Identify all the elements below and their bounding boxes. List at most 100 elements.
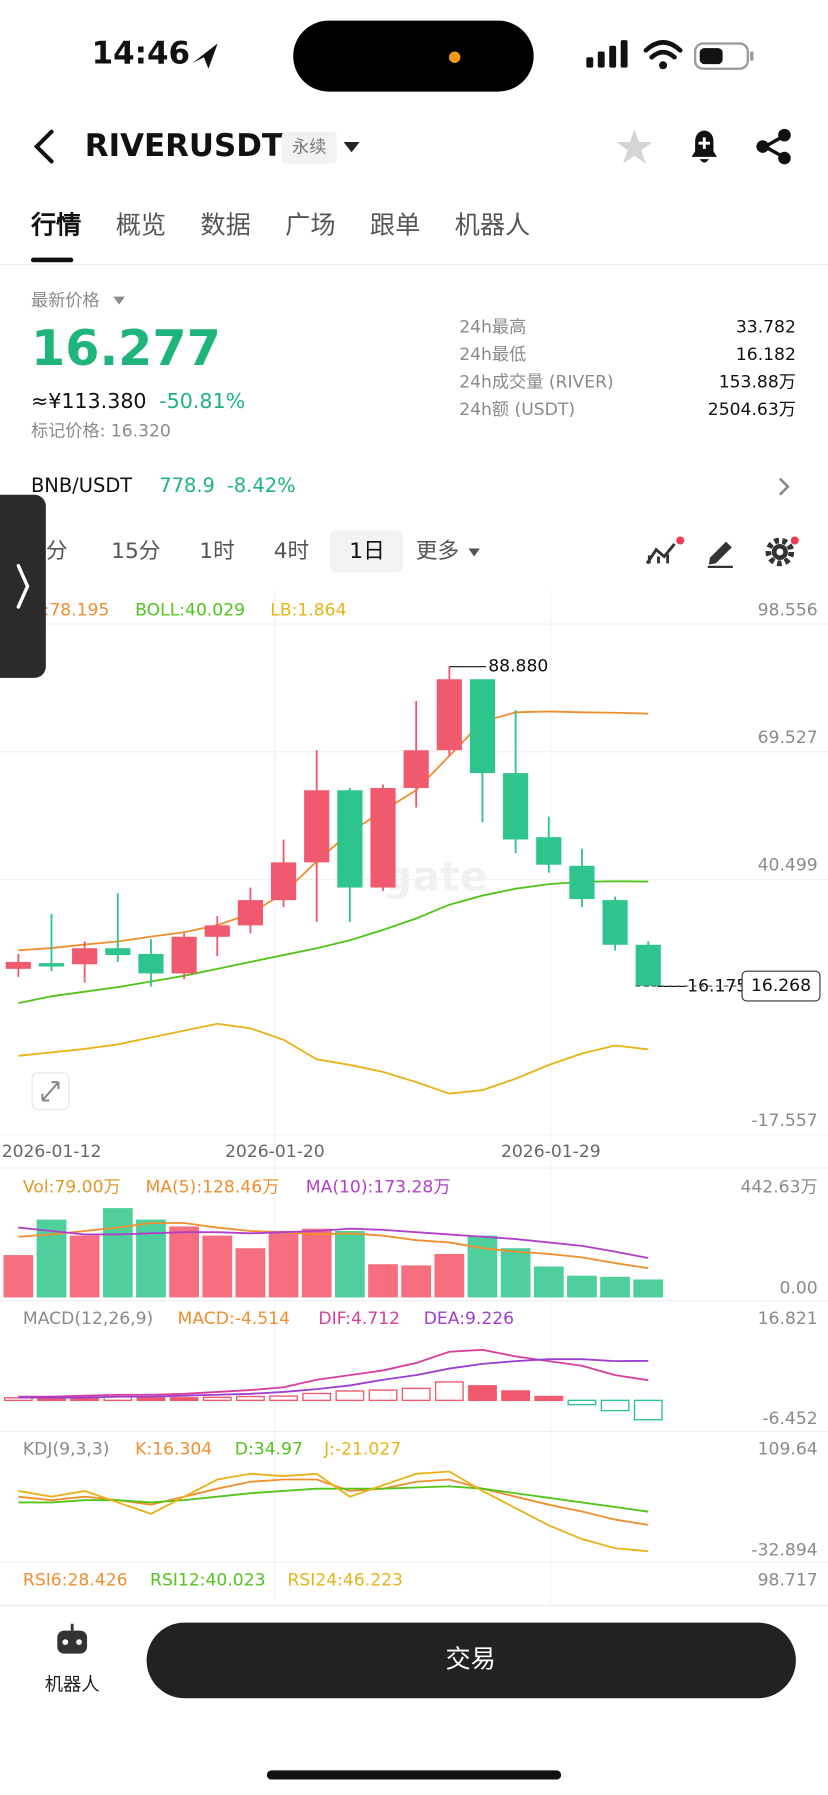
candle-body <box>270 862 297 901</box>
indicator-line <box>18 880 649 1005</box>
trade-button[interactable] <box>146 1622 796 1699</box>
contract-badge: 永续 <box>292 138 326 158</box>
volume-bar <box>633 1279 664 1298</box>
stat-value: 153.88万 <box>719 372 796 392</box>
candle-body <box>5 961 31 969</box>
interval[interactable]: 15分 <box>111 539 160 564</box>
battery-tip <box>750 51 754 61</box>
candle-body <box>138 953 164 974</box>
tab[interactable]: 行情 <box>30 211 81 240</box>
macd-bar <box>136 1397 166 1402</box>
robot-icon[interactable] <box>57 1623 88 1654</box>
candle-body <box>105 948 131 956</box>
candle-body <box>536 837 562 865</box>
volume-bar <box>268 1231 299 1298</box>
candle-body <box>635 944 661 987</box>
indicator-line <box>18 1470 649 1553</box>
tab[interactable]: 机器人 <box>455 211 531 240</box>
favorite-button[interactable] <box>616 129 653 164</box>
tab[interactable]: 跟单 <box>370 211 420 240</box>
side-drawer-chevron <box>16 563 30 609</box>
macd-bar <box>235 1395 265 1402</box>
side-drawer-tab[interactable] <box>0 494 46 678</box>
tab[interactable]: 广场 <box>285 211 335 240</box>
candle-body <box>602 900 628 945</box>
high-label: 88.880 <box>488 657 548 677</box>
interval[interactable]: 分 <box>46 539 68 564</box>
volume-bar <box>500 1248 531 1298</box>
volume-bar <box>334 1231 365 1298</box>
indicator-dot <box>448 51 461 63</box>
trade-button-label[interactable]: 交易 <box>445 1644 495 1673</box>
related-change: -8.42% <box>227 474 296 497</box>
interval[interactable]: 更多 <box>416 539 459 564</box>
dynamic-island <box>293 20 534 92</box>
symbol-dropdown[interactable] <box>343 141 360 153</box>
indicator-label: DIF:4.712 <box>318 1309 400 1329</box>
robot-label[interactable]: 机器人 <box>45 1675 100 1696</box>
stat-value: 33.782 <box>736 318 796 338</box>
draw-button[interactable] <box>707 541 733 568</box>
stat-label: 24h最高 <box>459 318 526 338</box>
volume-bar <box>600 1276 630 1298</box>
volume-bar <box>169 1226 200 1298</box>
price-change: -50.81% <box>159 389 245 413</box>
indicator-label: MA(10):173.28万 <box>306 1178 451 1198</box>
signal-icon <box>586 40 628 68</box>
tab[interactable]: 数据 <box>200 211 250 240</box>
volume-bar <box>368 1264 398 1298</box>
last-price: 16.277 <box>31 319 221 377</box>
tab[interactable]: 概览 <box>116 211 166 240</box>
y-tick-label: 0.00 <box>779 1278 817 1298</box>
indicator-line <box>18 1022 649 1095</box>
indicator-line <box>18 1485 649 1513</box>
back-button[interactable] <box>33 129 54 164</box>
watermark: gate <box>383 852 488 900</box>
volume-bar <box>567 1275 597 1298</box>
interval-selected-bg <box>329 530 404 573</box>
interval[interactable]: 4时 <box>274 539 310 564</box>
indicator-label: RSI24:46.223 <box>287 1570 403 1590</box>
indicator-label: BOLL:40.029 <box>135 600 245 620</box>
related-chevron[interactable] <box>778 477 790 496</box>
interval-dropdown[interactable] <box>468 548 480 557</box>
volume-bar <box>533 1266 564 1298</box>
price-dropdown[interactable] <box>113 296 125 305</box>
volume-bar <box>102 1208 133 1298</box>
y-tick-label: 98.717 <box>758 1570 818 1590</box>
indicator-button[interactable] <box>645 536 685 565</box>
stat-label: 24h额 (USDT) <box>459 400 575 420</box>
share-button[interactable] <box>756 128 791 165</box>
stat-label: 24h最低 <box>459 345 526 365</box>
related-pair[interactable]: BNB/USDT <box>31 474 132 497</box>
stat-value: 2504.63万 <box>708 400 796 420</box>
expand-button[interactable] <box>31 1072 70 1111</box>
x-tick-label: 2026-01-20 <box>225 1142 325 1162</box>
interval[interactable]: 1日 <box>349 539 385 564</box>
indicator-label: Vol:79.00万 <box>23 1178 121 1198</box>
macd-bar <box>600 1399 630 1412</box>
indicator-label: MA(5):128.46万 <box>145 1178 279 1198</box>
indicator-label: K:16.304 <box>135 1440 212 1460</box>
y-tick-label: -32.894 <box>751 1541 817 1561</box>
y-tick-label: 98.556 <box>758 600 818 620</box>
cny-price: ≈¥113.380 <box>31 389 147 413</box>
y-tick-label: 109.64 <box>758 1440 818 1460</box>
battery-level <box>699 48 723 65</box>
macd-bar <box>534 1395 564 1402</box>
y-tick-label: 16.821 <box>758 1309 818 1329</box>
indicator-label: RSI6:28.426 <box>23 1570 128 1590</box>
y-tick-label: 40.499 <box>758 856 818 876</box>
indicator-line <box>18 1222 649 1270</box>
candle-body <box>370 787 396 888</box>
indicator-label: :78.195 <box>44 600 110 620</box>
volume-bar <box>3 1255 34 1298</box>
interval[interactable]: 1时 <box>199 539 235 564</box>
indicator-label: D:34.97 <box>235 1440 303 1460</box>
candle-body <box>204 925 230 937</box>
candle-body <box>569 865 595 899</box>
y-tick-label: 442.63万 <box>740 1178 817 1198</box>
indicator-line <box>18 710 649 952</box>
last-price-box <box>741 970 821 1002</box>
